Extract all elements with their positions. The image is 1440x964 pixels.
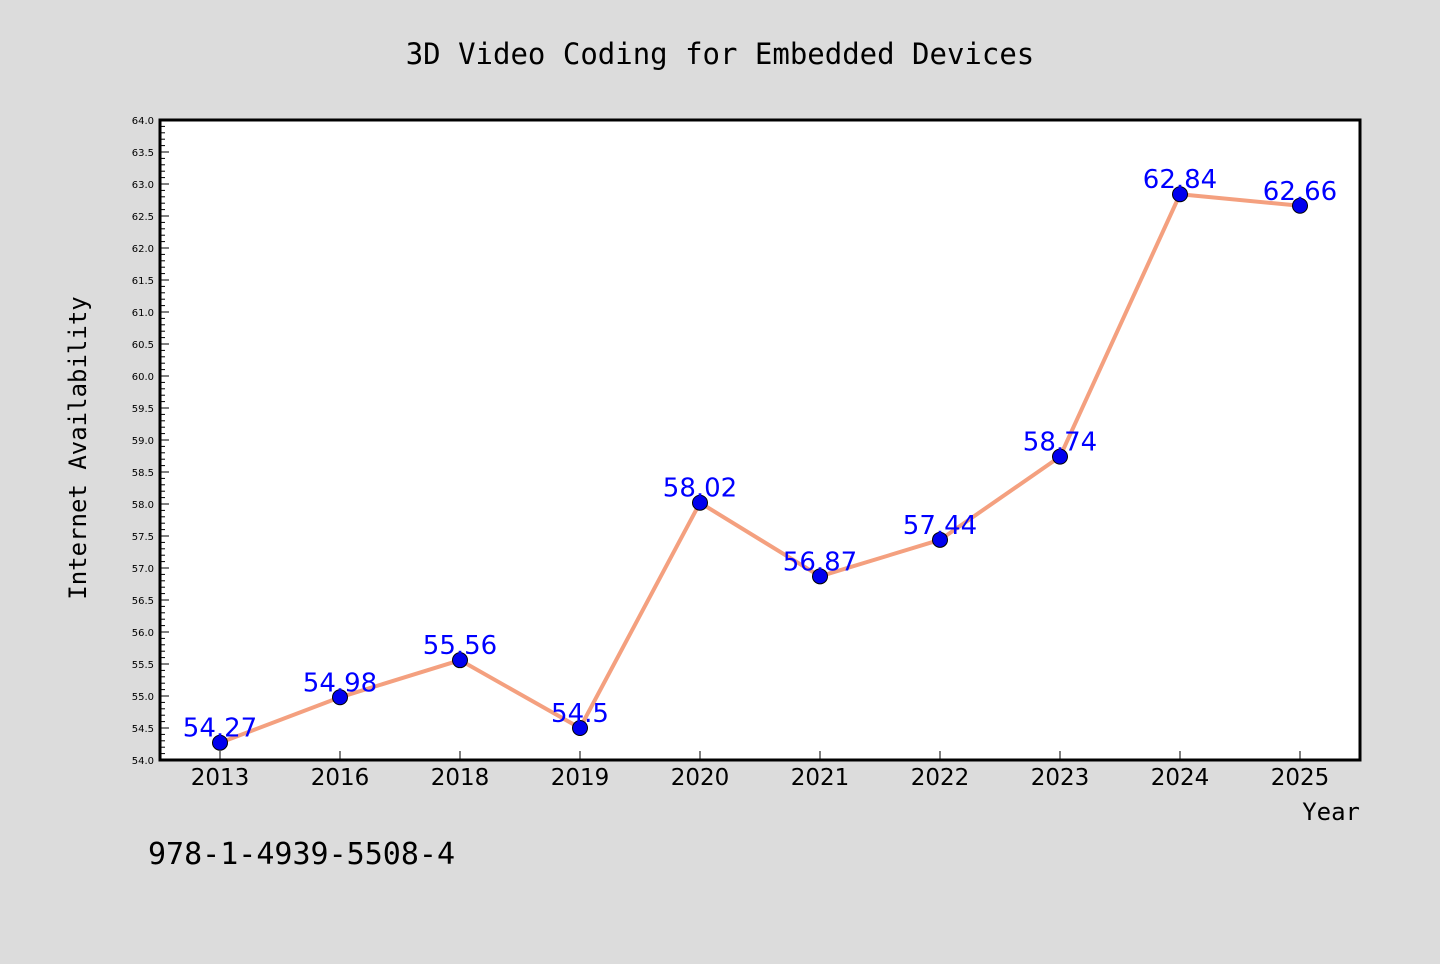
y-axis: 54.0 54.5 55.0 55.5 56.0 56.5 57.0 57.5 58.0 58.5… (132, 116, 169, 767)
y-tick-label: 56.5 (132, 596, 154, 607)
y-tick-label: 55.5 (132, 660, 154, 671)
y-tick-label: 60.5 (132, 340, 154, 351)
y-axis-label: Internet Availability (64, 296, 92, 599)
y-tick-label: 56.0 (132, 628, 154, 639)
data-point (692, 494, 708, 511)
series-layer: 54.27 54.98 55.56 54.5 58.02 56.87 57.44 58.74 6… (183, 165, 1337, 751)
data-point (212, 734, 228, 751)
data-label: 55.56 (423, 631, 497, 661)
y-tick-label: 55.0 (132, 692, 154, 703)
data-point (332, 689, 348, 706)
x-tick-label: 2021 (791, 765, 850, 791)
x-tick-label: 2025 (1271, 765, 1330, 791)
data-label: 58.02 (663, 474, 737, 504)
y-tick-label: 60.0 (132, 372, 154, 383)
x-tick-label: 2016 (311, 765, 370, 791)
data-point (1172, 186, 1188, 203)
y-tick-label: 54.5 (132, 724, 154, 735)
x-axis-label: Year (1302, 798, 1360, 826)
data-point (572, 720, 588, 736)
x-tick-label: 2023 (1031, 765, 1090, 791)
data-point (452, 652, 468, 669)
series-line (219, 192, 1301, 745)
data-label: 57.44 (903, 511, 977, 541)
x-tick-label: 2013 (191, 765, 250, 791)
data-label: 58.74 (1023, 428, 1097, 458)
data-label: 54.27 (183, 714, 257, 744)
y-tick-label: 59.0 (132, 436, 154, 447)
y-tick-label: 58.0 (132, 500, 154, 511)
x-tick-label: 2019 (551, 765, 610, 791)
y-tick-label: 54.0 (132, 756, 154, 767)
y-tick-label: 59.5 (132, 404, 154, 415)
data-label: 56.87 (783, 547, 857, 577)
y-tick-label: 61.5 (132, 276, 154, 287)
y-tick-label: 57.5 (132, 532, 154, 543)
data-point (1052, 448, 1068, 465)
data-label: 62.66 (1263, 177, 1337, 207)
x-tick-label: 2020 (671, 765, 730, 791)
data-label: 54.98 (303, 668, 377, 698)
data-point (932, 531, 948, 548)
y-tick-label: 58.5 (132, 468, 154, 479)
plot-area (158, 118, 1362, 762)
isbn-label: 978-1-4939-5508-4 (148, 837, 455, 872)
y-tick-label: 61.0 (132, 308, 154, 319)
y-tick-label: 63.5 (132, 148, 154, 159)
data-label: 54.5 (551, 699, 609, 729)
x-tick-label: 2022 (911, 765, 970, 791)
y-tick-label: 64.0 (132, 116, 154, 127)
data-point (812, 568, 828, 585)
data-label: 62.84 (1143, 165, 1217, 195)
chart-title: 3D Video Coding for Embedded Devices (406, 37, 1035, 71)
y-tick-label: 62.0 (132, 244, 154, 255)
x-tick-label: 2024 (1151, 765, 1210, 791)
y-tick-label: 63.0 (132, 180, 154, 191)
x-tick-label: 2018 (431, 765, 490, 791)
y-tick-label: 62.5 (132, 212, 154, 223)
x-axis: 2013 2016 2018 2019 2020 2021 2022 2023 2024 2025 (191, 751, 1330, 791)
y-tick-label: 57.0 (132, 564, 154, 575)
data-point (1292, 197, 1308, 214)
